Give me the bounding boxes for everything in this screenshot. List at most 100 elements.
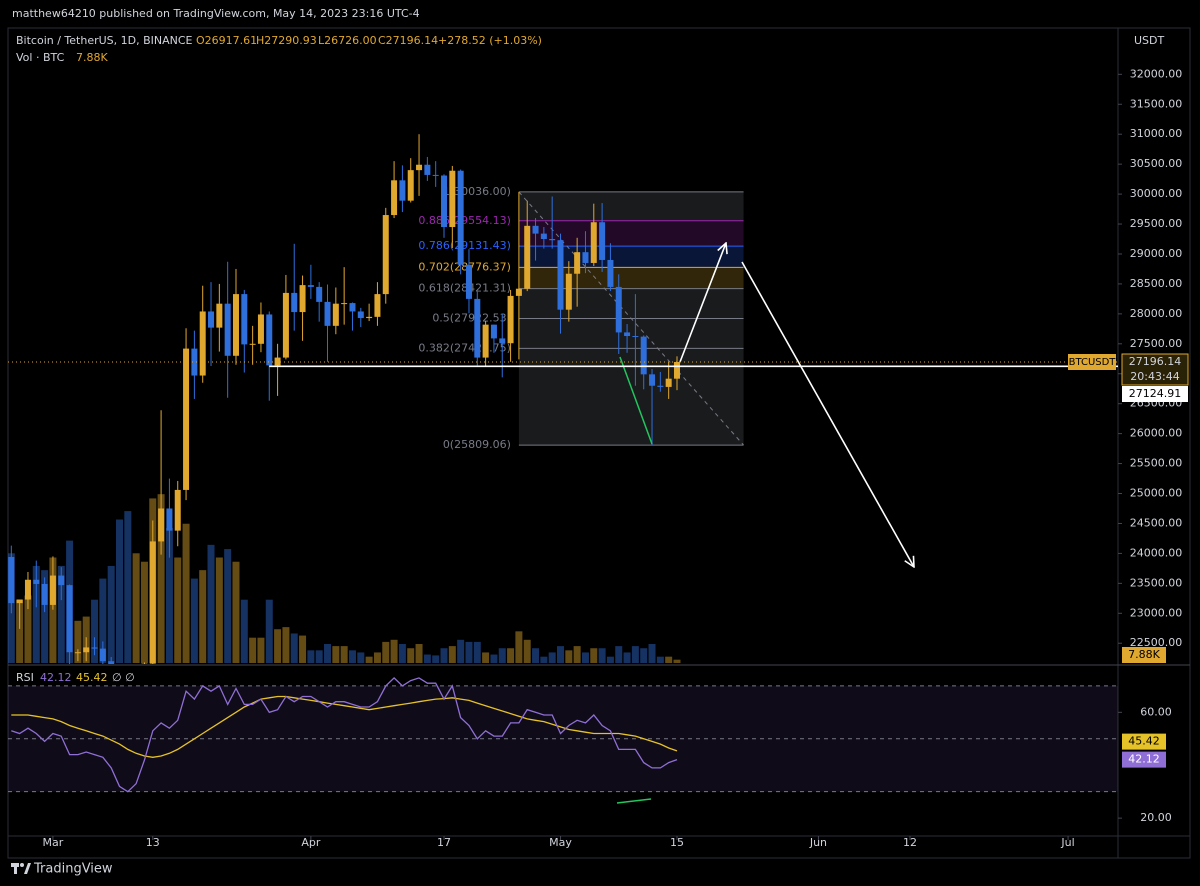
price-tag: 27196.14 xyxy=(1129,355,1182,368)
y-tick-label: 30500.00 xyxy=(1130,157,1183,170)
rsi-legend-value: 42.12 xyxy=(40,671,72,684)
volume-bar xyxy=(299,635,307,663)
legend-volume-value: 7.88K xyxy=(76,51,108,64)
volume-bar xyxy=(357,652,365,663)
candle-body xyxy=(108,661,115,664)
candle-body xyxy=(91,647,98,649)
legend-change: +278.52 (+1.03%) xyxy=(438,34,542,47)
volume-bar xyxy=(440,648,448,663)
candle-body xyxy=(574,252,581,274)
volume-bar xyxy=(74,620,82,663)
volume-bar xyxy=(124,511,132,663)
fib-band xyxy=(518,246,744,268)
candle-body xyxy=(524,225,531,289)
volume-bar xyxy=(340,646,348,663)
legend-open: O26917.61 xyxy=(196,34,257,47)
volume-bar xyxy=(190,578,198,663)
rsi-legend-extra: ∅ ∅ xyxy=(112,671,135,684)
volume-bar xyxy=(606,656,614,663)
y-tick-label: 29500.00 xyxy=(1130,217,1183,230)
fib-label: 0.886(29554.13) xyxy=(418,214,511,227)
candle-body xyxy=(199,311,206,376)
x-tick-label: Apr xyxy=(301,836,321,849)
volume-bar xyxy=(348,650,356,663)
volume-bar xyxy=(99,578,107,663)
volume-bar xyxy=(423,654,431,663)
volume-bar xyxy=(465,641,473,663)
candle-body xyxy=(665,378,672,387)
hline-tag: 27124.91 xyxy=(1129,387,1182,400)
volume-bar xyxy=(249,637,257,663)
rsi-divergence-line xyxy=(616,798,652,804)
volume-bar xyxy=(274,629,282,663)
rsi-ma-tag: 45.42 xyxy=(1128,735,1160,748)
fib-label: 0.702(28776.37) xyxy=(418,260,511,273)
candle-body xyxy=(449,170,456,228)
candle-body xyxy=(507,295,514,344)
rsi-line xyxy=(11,676,678,793)
candle-body xyxy=(299,285,306,313)
volume-bar xyxy=(365,656,373,663)
volume-bar xyxy=(132,553,140,663)
candle-body xyxy=(490,324,497,339)
volume-bar xyxy=(224,549,232,663)
volume-bar xyxy=(57,565,65,663)
candle-body xyxy=(515,288,522,296)
volume-bar xyxy=(548,652,556,663)
symbol-tag-bg xyxy=(1068,354,1116,371)
y-tick-label: 22500.00 xyxy=(1130,636,1183,649)
x-tick-label: 15 xyxy=(670,836,684,849)
candle-body xyxy=(66,585,73,653)
x-tick-label: Mar xyxy=(43,836,64,849)
legend-symbol: Bitcoin / TetherUS, 1D, BINANCE xyxy=(16,34,193,47)
arrow-down xyxy=(741,261,914,567)
candle-body xyxy=(565,273,572,310)
arrow-up xyxy=(679,243,726,363)
volume-bar xyxy=(557,646,564,663)
candle-body xyxy=(632,336,639,338)
candle-body xyxy=(8,557,15,604)
volume-bar xyxy=(324,644,332,663)
y-tick-label: 24500.00 xyxy=(1130,516,1183,529)
candle-body xyxy=(99,648,106,662)
candle-body xyxy=(441,175,448,228)
volume-bar xyxy=(91,599,99,663)
rsi-y-tick-label: 60.00 xyxy=(1140,705,1172,718)
volume-bar xyxy=(648,644,656,663)
fib-label: 0.618(28421.31) xyxy=(418,282,511,295)
candle-body xyxy=(324,301,331,326)
candle-body xyxy=(307,285,314,287)
candle-body xyxy=(474,298,481,358)
fib-band xyxy=(518,318,744,349)
y-tick-label: 25500.00 xyxy=(1130,457,1183,470)
candle-body xyxy=(74,652,81,654)
candle-body xyxy=(482,324,489,358)
candle-body xyxy=(16,599,23,604)
y-tick-label: 30000.00 xyxy=(1130,187,1183,200)
volume-bar xyxy=(115,519,123,663)
candle-body xyxy=(599,222,606,260)
x-tick-label: 13 xyxy=(146,836,160,849)
candle-body xyxy=(208,311,215,328)
rsi-y-tick-label: 20.00 xyxy=(1140,811,1172,824)
candle-body xyxy=(266,314,273,366)
y-tick-label: 23500.00 xyxy=(1130,576,1183,589)
volume-bar xyxy=(623,652,631,663)
candle-body xyxy=(499,338,506,344)
volume-bar xyxy=(590,648,598,663)
volume-bar xyxy=(382,641,390,663)
candle-body xyxy=(49,575,56,605)
candle-body xyxy=(374,294,381,317)
volume-bar xyxy=(290,633,298,663)
volume-bar xyxy=(573,646,581,663)
volume-bar xyxy=(673,659,681,663)
rsi-legend-ma: 45.42 xyxy=(76,671,108,684)
candle-body xyxy=(158,508,165,542)
y-tick-label: 27500.00 xyxy=(1130,337,1183,350)
rsi-ma-tag-bg xyxy=(1122,733,1166,750)
rsi-tag: 42.12 xyxy=(1128,753,1160,766)
candle-body xyxy=(149,541,156,664)
fib-band xyxy=(518,191,744,221)
trend-line xyxy=(619,356,653,445)
